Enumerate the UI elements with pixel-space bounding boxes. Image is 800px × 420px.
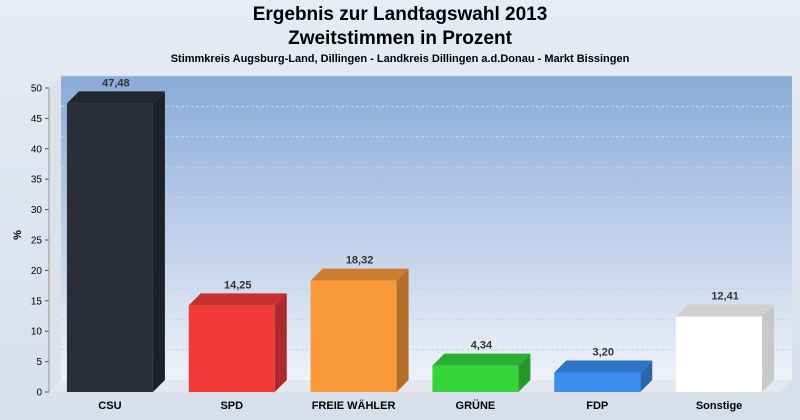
bar-grüne [432, 365, 519, 392]
y-tick-label: 20 [31, 266, 43, 277]
category-label: CSU [98, 400, 121, 412]
bar-top-face [66, 91, 165, 104]
value-label: 4,34 [471, 340, 493, 352]
y-axis-label: % [12, 230, 24, 240]
category-label: FDP [586, 400, 608, 412]
y-tick-label: 15 [31, 296, 43, 307]
category-label: GRÜNE [456, 399, 496, 412]
bar-top-face [310, 268, 409, 281]
bar-side-face [274, 293, 287, 392]
bar-side-face [152, 91, 165, 393]
category-label: Sonstige [696, 400, 742, 412]
chart-subtitle: Stimmkreis Augsburg-Land, Dillingen - La… [170, 53, 630, 65]
bar-side-face [396, 268, 409, 392]
y-tick-label: 10 [31, 327, 43, 338]
bar-side-face [640, 360, 653, 392]
bar-top-face [676, 304, 775, 317]
category-label: FREIE WÄHLER [312, 399, 396, 412]
bar-top-face [188, 293, 287, 306]
bar-top-face [432, 353, 531, 366]
bar-freie-wähler [310, 280, 397, 392]
y-tick-label: 0 [36, 388, 42, 399]
category-label: SPD [220, 400, 243, 412]
value-label: 12,41 [711, 291, 739, 303]
y-tick-label: 5 [36, 357, 42, 368]
value-label: 18,32 [346, 255, 374, 267]
chart-title-line2: Zweitstimmen in Prozent [288, 28, 512, 49]
value-label: 3,20 [593, 347, 614, 359]
chart-title: Ergebnis zur Landtagswahl 2013 Zweitstim… [0, 3, 800, 51]
value-label: 14,25 [224, 279, 252, 291]
chart-title-line1: Ergebnis zur Landtagswahl 2013 [252, 4, 548, 25]
bar-sonstige [676, 316, 763, 392]
bar-csu [66, 103, 153, 393]
y-tick-label: 35 [31, 175, 43, 186]
y-tick-label: 40 [31, 144, 43, 155]
bar-fdp [554, 372, 641, 392]
value-label: 47,48 [102, 77, 130, 89]
y-tick-label: 45 [31, 114, 43, 125]
plot-side-wall [49, 76, 61, 392]
y-tick-label: 30 [31, 205, 43, 216]
bar-top-face [554, 360, 653, 373]
y-tick-label: 50 [31, 84, 43, 95]
y-tick-label: 25 [31, 236, 43, 247]
bar-spd [188, 305, 275, 392]
bar-side-face [762, 304, 775, 392]
bar-side-face [518, 353, 531, 392]
